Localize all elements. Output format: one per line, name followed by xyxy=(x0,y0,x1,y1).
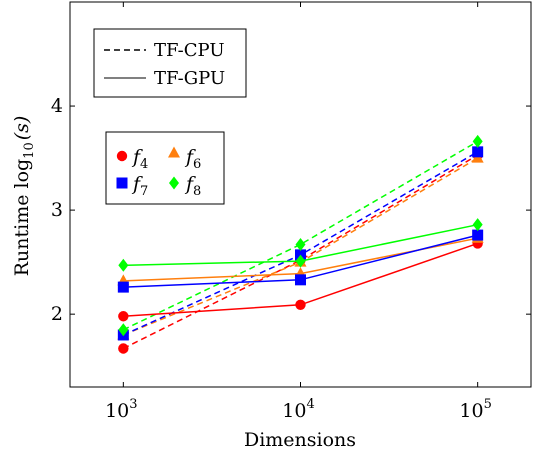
y-tick-label: 4 xyxy=(51,95,63,117)
x-tick-exp: 3 xyxy=(129,397,137,412)
y-tick-label: 2 xyxy=(51,303,63,325)
legend-f6-sub: 6 xyxy=(193,157,201,172)
legend-f4-label: f4 xyxy=(131,146,148,172)
series-f8-gpu-point-1 xyxy=(118,258,129,272)
legend-cpu-label: TF-CPU xyxy=(154,40,225,61)
series-f8-gpu-point-3 xyxy=(472,218,483,232)
legend-f4-marker xyxy=(116,150,128,162)
y-axis-label-sub: 10 xyxy=(22,142,37,159)
legend-f6-marker xyxy=(168,146,180,158)
function-legend: f4 f6 f7 f8 xyxy=(105,131,225,205)
series-f8-gpu-point-2 xyxy=(295,254,306,268)
legend-f4-func: f xyxy=(131,146,143,168)
x-tick-base: 10 xyxy=(105,400,129,422)
series-f4-gpu-point-2 xyxy=(295,299,306,310)
x-tick-base: 10 xyxy=(282,400,306,422)
legend-f8-label: f8 xyxy=(184,173,201,199)
series-f8-cpu-point-3 xyxy=(472,134,483,148)
series-f4-cpu-point-1 xyxy=(118,343,129,354)
legend-f7-marker xyxy=(116,177,128,189)
y-axis-label: Runtime log10(s) xyxy=(11,116,37,277)
function-legend-box xyxy=(105,131,225,205)
legend-f7-func: f xyxy=(131,173,143,195)
legend-f7-label: f7 xyxy=(131,173,148,199)
legend-gpu-label: TF-GPU xyxy=(154,68,225,89)
series-f8-cpu-line xyxy=(122,140,479,331)
legend-f8-sub: 8 xyxy=(193,184,201,199)
series-layer xyxy=(117,134,484,354)
series-f7-cpu-point-3 xyxy=(472,146,484,158)
x-tick-exp: 4 xyxy=(306,397,314,412)
series-f8-gpu xyxy=(118,218,483,272)
x-tick-label: 104 xyxy=(282,397,314,422)
legend-f6-func: f xyxy=(184,146,196,168)
series-f7-gpu-point-1 xyxy=(117,281,129,293)
series-f4-gpu-point-1 xyxy=(118,311,129,322)
legend-markers xyxy=(116,146,180,190)
svg-text:Runtime log10(s): Runtime log10(s) xyxy=(11,116,37,277)
series-f7-gpu xyxy=(117,229,484,293)
series-f7-gpu-point-2 xyxy=(295,274,306,286)
series-f7-gpu-point-3 xyxy=(472,229,484,241)
legend-f8-marker xyxy=(169,176,179,190)
series-f8-cpu-point-2 xyxy=(295,237,306,251)
series-f8-cpu xyxy=(118,134,483,337)
style-legend: TF-CPU TF-GPU xyxy=(93,28,247,98)
legend-f8-func: f xyxy=(184,173,196,195)
legend-f7-sub: 7 xyxy=(140,184,148,199)
x-axis-label: Dimensions xyxy=(244,429,356,451)
x-tick-base: 10 xyxy=(459,400,483,422)
x-tick-label: 103 xyxy=(105,397,137,422)
y-axis-label-prefix: Runtime log xyxy=(11,159,33,276)
legend-f4-sub: 4 xyxy=(140,157,148,172)
series-f8-cpu-point-1 xyxy=(118,323,129,337)
y-tick-label: 3 xyxy=(51,199,63,221)
x-tick-exp: 5 xyxy=(484,397,492,412)
style-legend-box xyxy=(93,28,247,98)
y-axis-label-arg: (s) xyxy=(11,116,33,141)
x-tick-label: 105 xyxy=(459,397,491,422)
series-f4-cpu-line xyxy=(122,154,479,350)
legend-f6-label: f6 xyxy=(184,146,201,172)
